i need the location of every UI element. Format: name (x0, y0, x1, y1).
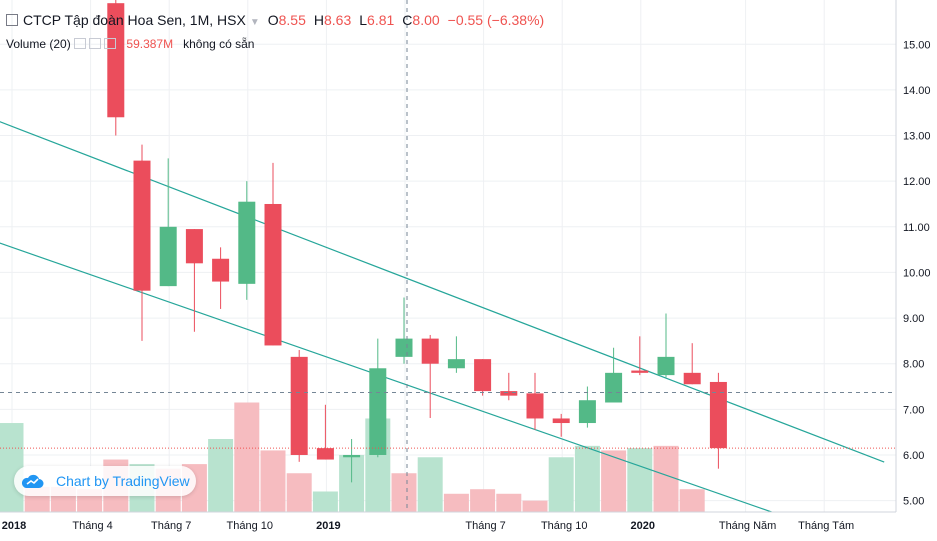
volume-bar (574, 445, 600, 512)
candle-body (578, 400, 596, 424)
x-tick-label: Tháng Tám (798, 520, 854, 532)
x-tick-label: 2018 (2, 520, 26, 532)
price-axis-bg (896, 0, 937, 541)
settings-icon[interactable] (89, 38, 102, 49)
candle-body (500, 391, 518, 396)
change-value: −0.55 (−6.38%) (447, 12, 545, 28)
candle-body (395, 338, 413, 357)
trend-line (0, 242, 857, 541)
volume-legend: Volume (20) 59.387M không có sẵn (6, 37, 254, 51)
volume-bar (470, 489, 496, 512)
candle-body (474, 359, 492, 392)
volume-value: 59.387M (126, 37, 174, 51)
x-tick-label: Tháng 4 (72, 520, 112, 532)
x-tick-label: Tháng 10 (227, 520, 273, 532)
y-tick-label: 9.00 (903, 313, 924, 325)
chevron-down-icon[interactable]: ▼ (249, 17, 260, 28)
candle-body (631, 370, 649, 373)
candle-body (683, 372, 701, 385)
x-tick-label: Tháng 7 (465, 520, 505, 532)
x-tick-label: Tháng 10 (541, 520, 587, 532)
x-tick-label: 2020 (631, 520, 655, 532)
trend-channel (0, 121, 885, 541)
candle-body (212, 258, 230, 282)
candle-body (709, 381, 727, 449)
watermark-text: Chart by TradingView (56, 473, 190, 489)
x-tick-label: 2019 (316, 520, 340, 532)
close-icon[interactable] (104, 38, 117, 49)
low-value: 6.81 (367, 12, 395, 28)
candle-body (159, 226, 177, 287)
candle-body (369, 368, 387, 455)
candle-body (316, 448, 334, 460)
time-axis-bg (0, 512, 937, 541)
candle-body (107, 3, 125, 118)
y-tick-label: 8.00 (903, 359, 924, 371)
candle-body (343, 454, 361, 458)
volume-bar (653, 445, 679, 512)
volume-bar (286, 473, 312, 512)
eye-icon[interactable] (74, 38, 87, 49)
high-key: H (313, 12, 324, 28)
collapse-legend-icon[interactable] (6, 14, 18, 26)
close-key: C (402, 12, 413, 28)
volume-bar (679, 489, 705, 512)
x-tick-label: Tháng 7 (151, 520, 191, 532)
high-value: 8.63 (324, 12, 352, 28)
volume-bar (312, 491, 338, 512)
y-tick-label: 5.00 (903, 496, 924, 508)
candle-body (447, 359, 465, 369)
volume-bar (417, 457, 443, 512)
candle-body (185, 229, 203, 264)
y-tick-label: 13.00 (903, 131, 931, 143)
x-tick-label: Tháng Năm (719, 520, 776, 532)
y-tick-label: 6.00 (903, 450, 924, 462)
candle-body (264, 203, 282, 346)
volume-ma-status: không có sẵn (183, 37, 255, 51)
volume-bar (443, 493, 469, 512)
trend-line (0, 121, 885, 463)
candle-body (552, 418, 570, 424)
low-key: L (359, 12, 368, 28)
symbol-title[interactable]: CTCP Tập đoàn Hoa Sen, 1M, HSX (23, 12, 246, 28)
y-tick-label: 10.00 (903, 267, 931, 279)
volume-label[interactable]: Volume (20) (6, 37, 71, 51)
candle-body (290, 356, 308, 455)
open-value: 8.55 (278, 12, 306, 28)
candle-body (526, 393, 544, 419)
tradingview-watermark[interactable]: Chart by TradingView (14, 466, 196, 496)
y-tick-label: 11.00 (903, 222, 930, 234)
volume-bar (391, 473, 417, 512)
volume-bar (548, 457, 574, 512)
volume-bar (496, 493, 522, 512)
candle-body (133, 160, 151, 291)
volume-bar (208, 439, 234, 512)
candle-body (238, 201, 256, 284)
volume-bar (627, 448, 653, 512)
y-tick-label: 15.00 (903, 39, 931, 51)
cloud-icon (21, 474, 44, 488)
candle-body (421, 338, 439, 364)
candle-body (657, 356, 675, 376)
y-tick-label: 14.00 (903, 85, 931, 97)
volume-bar (522, 500, 548, 512)
candlesticks (107, 0, 727, 483)
close-value: 8.00 (412, 12, 440, 28)
y-tick-label: 7.00 (903, 404, 924, 416)
volume-bar (234, 402, 260, 512)
y-tick-label: 12.00 (903, 176, 931, 188)
volume-bar (260, 450, 286, 512)
volume-bar (601, 450, 627, 512)
symbol-legend: CTCP Tập đoàn Hoa Sen, 1M, HSX ▼ O8.55 H8.6… (6, 12, 552, 28)
open-key: O (267, 12, 279, 28)
candle-body (605, 372, 623, 403)
